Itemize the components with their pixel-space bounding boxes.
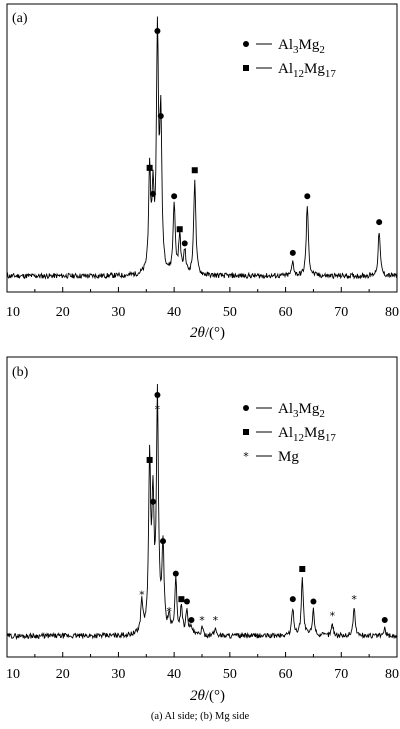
panel-b-x-axis-ticks: 10 20 30 40 50 60 70 80 [6, 652, 399, 682]
panel-a-peak-square-icon [146, 164, 153, 171]
panel-a-peak-circle-icon [181, 240, 188, 247]
panel-b-x-tick-label: 80 [385, 667, 399, 682]
panel-b-peak-circle-icon [381, 617, 388, 624]
panel-b-x-tick-label: 30 [111, 667, 125, 682]
panel-b-legend-label: Al12Mg17 [278, 425, 336, 444]
panel-a-label: (a) [12, 11, 28, 26]
panel-b-legend-circle-icon [243, 405, 249, 411]
panel-b-peak-circle-icon [289, 596, 296, 603]
panel-a-x-tick-label: 40 [167, 305, 181, 320]
panel-b-legend-label: Mg [278, 449, 299, 465]
panel-a-x-axis-ticks: 10 20 30 40 50 60 70 80 [6, 287, 399, 320]
panel-b-legend: Al3Mg2 Al12Mg17 * Mg [243, 401, 336, 465]
panel-b-xrd-chart: (b) 10 20 30 40 50 60 70 80 * * * * * * * Al3Mg2 Al12M… [6, 356, 399, 704]
panel-a-peak-circle-icon [149, 190, 156, 197]
panel-b-peak-square-icon [299, 566, 306, 572]
panel-b-peak-asterisk-icon: * [351, 593, 357, 606]
panel-b-peak-circle-icon [172, 570, 179, 577]
panel-b-frame [6, 356, 398, 658]
panel-a-x-tick-label: 70 [334, 305, 348, 320]
panel-a-peak-circle-icon [157, 112, 164, 119]
panel-a-x-tick-label: 30 [111, 305, 125, 320]
panel-a-peak-square-icon [191, 167, 198, 174]
panel-a-x-tick-label: 60 [279, 305, 293, 320]
panel-a-legend-label: Al3Mg2 [278, 37, 325, 56]
panel-a-legend: Al3Mg2 Al12Mg17 [243, 37, 336, 80]
panel-a-peak-markers [146, 28, 383, 256]
panel-a-peak-circle-icon [171, 193, 178, 200]
panel-b-x-tick-label: 70 [334, 667, 348, 682]
panel-b-peak-markers: * * * * * * * [139, 392, 388, 627]
panel-b-peak-asterisk-icon: * [213, 614, 219, 627]
panel-b-peak-circle-icon [183, 598, 190, 605]
panel-b-x-tick-label: 10 [6, 667, 20, 682]
panel-b-legend-asterisk-icon: * [243, 450, 249, 463]
figure-caption: (a) Al side; (b) Mg side [151, 711, 250, 722]
panel-b-x-tick-label: 20 [56, 667, 70, 682]
panel-b-peak-asterisk-icon: * [330, 609, 336, 622]
panel-a-legend-label: Al12Mg17 [278, 61, 336, 80]
panel-b-peak-circle-icon [310, 598, 317, 605]
panel-a-x-tick-label: 80 [385, 305, 399, 320]
panel-a-peak-circle-icon [289, 249, 296, 256]
panel-b-peak-circle-icon [188, 617, 195, 624]
panel-a-diffraction-trace [6, 16, 398, 280]
panel-b-peak-asterisk-icon: * [139, 589, 145, 602]
panel-a-x-tick-label: 20 [56, 305, 70, 320]
panel-b-peak-square-icon [146, 456, 153, 463]
panel-a-peak-circle-icon [304, 193, 311, 200]
panel-b-label: (b) [12, 365, 29, 380]
panel-b-peak-asterisk-icon: * [155, 403, 161, 416]
panel-b-peak-circle-icon [160, 538, 166, 545]
panel-b-diffraction-trace [6, 383, 398, 641]
panel-b-legend-square-icon [243, 429, 249, 435]
panel-a-xrd-chart: (a) 10 20 30 40 50 60 70 80 Al3Mg2 Al12Mg17 2θ/(… [6, 3, 399, 341]
panel-b-x-tick-label: 40 [167, 667, 181, 682]
panel-b-legend-label: Al3Mg2 [278, 401, 325, 420]
panel-b-peak-asterisk-icon: * [199, 614, 205, 627]
panel-b-peak-asterisk-icon: * [166, 605, 172, 618]
panel-a-peak-circle-icon [154, 28, 161, 34]
panel-b-peak-circle-icon [149, 498, 156, 505]
panel-b-peak-circle-icon [154, 392, 161, 398]
panel-a-peak-square-icon [176, 226, 183, 233]
panel-a-x-tick-label: 50 [223, 305, 237, 320]
panel-b-peak-square-icon [178, 596, 185, 603]
panel-b-x-tick-label: 60 [279, 667, 293, 682]
panel-a-peak-circle-icon [376, 219, 383, 226]
panel-a-x-axis-title: 2θ/(°) [190, 325, 225, 341]
panel-a-x-tick-label: 10 [6, 305, 20, 320]
panel-b-x-tick-label: 50 [223, 667, 237, 682]
panel-a-legend-circle-icon [243, 41, 249, 47]
panel-a-legend-square-icon [243, 65, 249, 71]
panel-b-x-axis-title: 2θ/(°) [190, 688, 225, 704]
panel-a-frame [6, 3, 398, 293]
